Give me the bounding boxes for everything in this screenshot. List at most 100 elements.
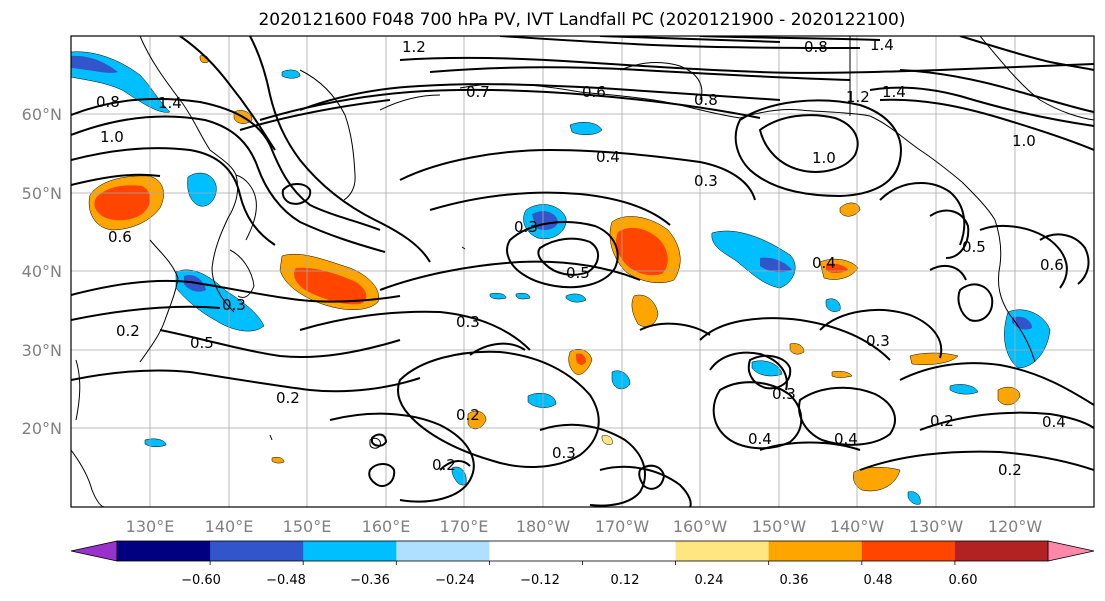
lon-label: 130°W — [909, 517, 964, 536]
colorbar-box — [582, 541, 677, 561]
pv-negative-region — [489, 292, 507, 300]
contour-label: 1.0 — [1012, 132, 1036, 150]
contour-label: 0.7 — [466, 83, 490, 101]
colorbar-box — [117, 541, 211, 561]
pv-positive-region — [789, 343, 805, 355]
lon-label: 150°E — [283, 517, 332, 536]
lat-label: 40°N — [22, 262, 62, 281]
colorbar-tick-label: −0.24 — [435, 573, 475, 588]
contour-label: 0.2 — [116, 322, 140, 340]
contour-label: 0.2 — [276, 389, 300, 407]
lon-label: 160°W — [673, 517, 728, 536]
colorbar-box — [861, 541, 956, 561]
colorbar-tick-label: 0.12 — [611, 573, 640, 588]
lon-label: 150°W — [752, 517, 807, 536]
colorbar-tick-label: 0.36 — [780, 573, 809, 588]
contour-label: 0.3 — [552, 444, 576, 462]
pv-positive-region — [271, 456, 285, 464]
pv-positive-region — [831, 370, 853, 378]
lon-label: 130°E — [126, 517, 175, 536]
colorbar-box — [954, 541, 1049, 561]
contour-label: 0.4 — [1042, 413, 1066, 431]
contour-label: 1.0 — [100, 128, 124, 146]
pv-negative-region — [515, 292, 531, 300]
pv-negative-region — [565, 293, 587, 303]
pv-negative-region — [949, 384, 979, 395]
colorbar-tick-label: 0.48 — [864, 573, 893, 588]
pv-positive-core — [94, 185, 151, 221]
longitude-labels: 130°E 140°E 150°E 160°E 170°E 180°W 170°… — [126, 517, 1043, 536]
lon-label: 120°W — [988, 517, 1043, 536]
contour-label: 0.2 — [930, 412, 954, 430]
colorbar-max-extend — [1047, 540, 1095, 562]
contour-label: 0.2 — [998, 461, 1022, 479]
contour-label: 1.2 — [402, 38, 426, 56]
colorbar-box — [210, 541, 304, 561]
colorbar: −0.60 −0.48 −0.36 −0.24 −0.12 0.12 0.24 … — [70, 540, 1095, 588]
pv-contours — [71, 36, 1094, 507]
pv-positive-core — [576, 353, 586, 365]
colorbar-tick-label: −0.36 — [350, 573, 390, 588]
pv-negative-region — [907, 491, 921, 505]
pv-negative-region — [611, 370, 631, 390]
pv-negative-core — [71, 55, 118, 73]
pv-positive-core — [294, 267, 367, 305]
contour-label: 0.5 — [962, 238, 986, 256]
pv-negative-region — [187, 172, 217, 207]
contour-label: 0.4 — [748, 430, 772, 448]
lon-label: 160°E — [362, 517, 411, 536]
contour-label: 0.2 — [432, 456, 456, 474]
contour-label: 0.3 — [866, 332, 890, 350]
colorbar-box — [675, 541, 770, 561]
colorbar-tick-label: −0.12 — [520, 573, 560, 588]
contour-label: 0.3 — [456, 313, 480, 331]
lon-label: 180°W — [516, 517, 571, 536]
contour-label: 1.4 — [882, 83, 906, 101]
contour-label: 1.4 — [158, 94, 182, 112]
pv-positive-region — [601, 435, 613, 445]
pv-positive-region — [839, 202, 861, 217]
map-panel: 1.2 0.8 1.4 1.0 0.7 0.6 0.8 1.2 1.4 0.4 … — [70, 35, 1095, 508]
pv-negative-core — [1012, 316, 1032, 330]
lat-label: 20°N — [22, 419, 62, 438]
pv-positive-region — [997, 386, 1021, 406]
contour-label: 0.3 — [514, 218, 538, 236]
pv-negative-region — [281, 69, 301, 79]
lon-label: 140°E — [205, 517, 254, 536]
colorbar-box — [396, 541, 490, 561]
coastlines — [71, 36, 1094, 507]
colorbar-min-extend — [70, 540, 118, 562]
colorbar-tick-label: −0.48 — [266, 573, 306, 588]
contour-label: 0.6 — [108, 228, 132, 246]
contour-label: 0.4 — [812, 254, 836, 272]
map-title: 2020121600 F048 700 hPa PV, IVT Landfall… — [258, 10, 905, 30]
graticule — [71, 36, 1094, 507]
contour-label: 1.2 — [846, 88, 870, 106]
pv-negative-region — [569, 122, 603, 135]
pv-positive-region — [467, 410, 487, 430]
contour-label: 0.3 — [694, 172, 718, 190]
contour-labels: 1.2 0.8 1.4 1.0 0.7 0.6 0.8 1.2 1.4 0.4 … — [96, 36, 1066, 479]
map-frame — [70, 35, 1095, 508]
contour-label: 0.5 — [190, 334, 214, 352]
colorbar-box — [303, 541, 397, 561]
pv-positive-region — [853, 467, 901, 492]
lon-label: 170°E — [440, 517, 489, 536]
contour-label: 0.4 — [596, 148, 620, 166]
lat-label: 30°N — [22, 341, 62, 360]
colorbar-tick-label: 0.24 — [695, 573, 724, 588]
contour-label: 0.4 — [834, 430, 858, 448]
contour-label: 1.0 — [812, 149, 836, 167]
colorbar-tick-label: 0.60 — [949, 573, 978, 588]
contour-label: 0.5 — [566, 264, 590, 282]
contour-label: 0.2 — [456, 406, 480, 424]
contour-label: 0.8 — [804, 38, 828, 56]
pv-negative-core — [760, 257, 792, 273]
pv-positive-region — [909, 352, 959, 365]
lat-label: 50°N — [22, 184, 62, 203]
pv-shading — [71, 51, 1051, 505]
pv-positive-core — [616, 227, 668, 276]
contour-label: 0.6 — [582, 83, 606, 101]
lon-label: 140°W — [830, 517, 885, 536]
